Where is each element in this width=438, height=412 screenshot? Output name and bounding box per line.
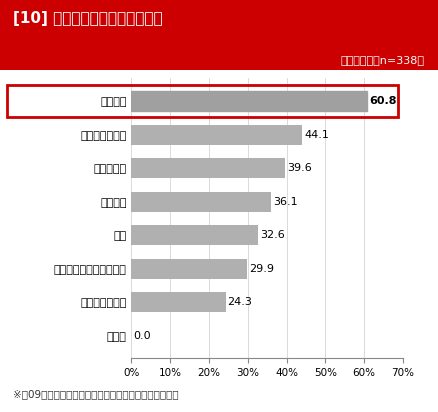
Text: 36.1: 36.1 — [273, 197, 298, 206]
Bar — [131, 225, 258, 245]
Text: 32.6: 32.6 — [260, 230, 285, 240]
Text: 44.1: 44.1 — [304, 130, 329, 140]
Bar — [131, 158, 285, 178]
Text: ※［09］において「すべて自社内」と回答した人を除く: ※［09］において「すべて自社内」と回答した人を除く — [13, 390, 179, 400]
Bar — [131, 259, 247, 279]
Text: [10] アウトソースしている内容: [10] アウトソースしている内容 — [13, 11, 163, 26]
Text: 0.0: 0.0 — [133, 331, 151, 341]
Text: 24.3: 24.3 — [228, 297, 252, 307]
Text: 60.8: 60.8 — [369, 96, 397, 106]
Bar — [131, 124, 303, 145]
Bar — [131, 292, 226, 312]
Text: 29.9: 29.9 — [249, 264, 274, 274]
Bar — [131, 91, 367, 111]
Text: 39.6: 39.6 — [287, 163, 312, 173]
Text: （複数回答、n=338）: （複数回答、n=338） — [341, 55, 425, 65]
Bar — [131, 192, 272, 212]
